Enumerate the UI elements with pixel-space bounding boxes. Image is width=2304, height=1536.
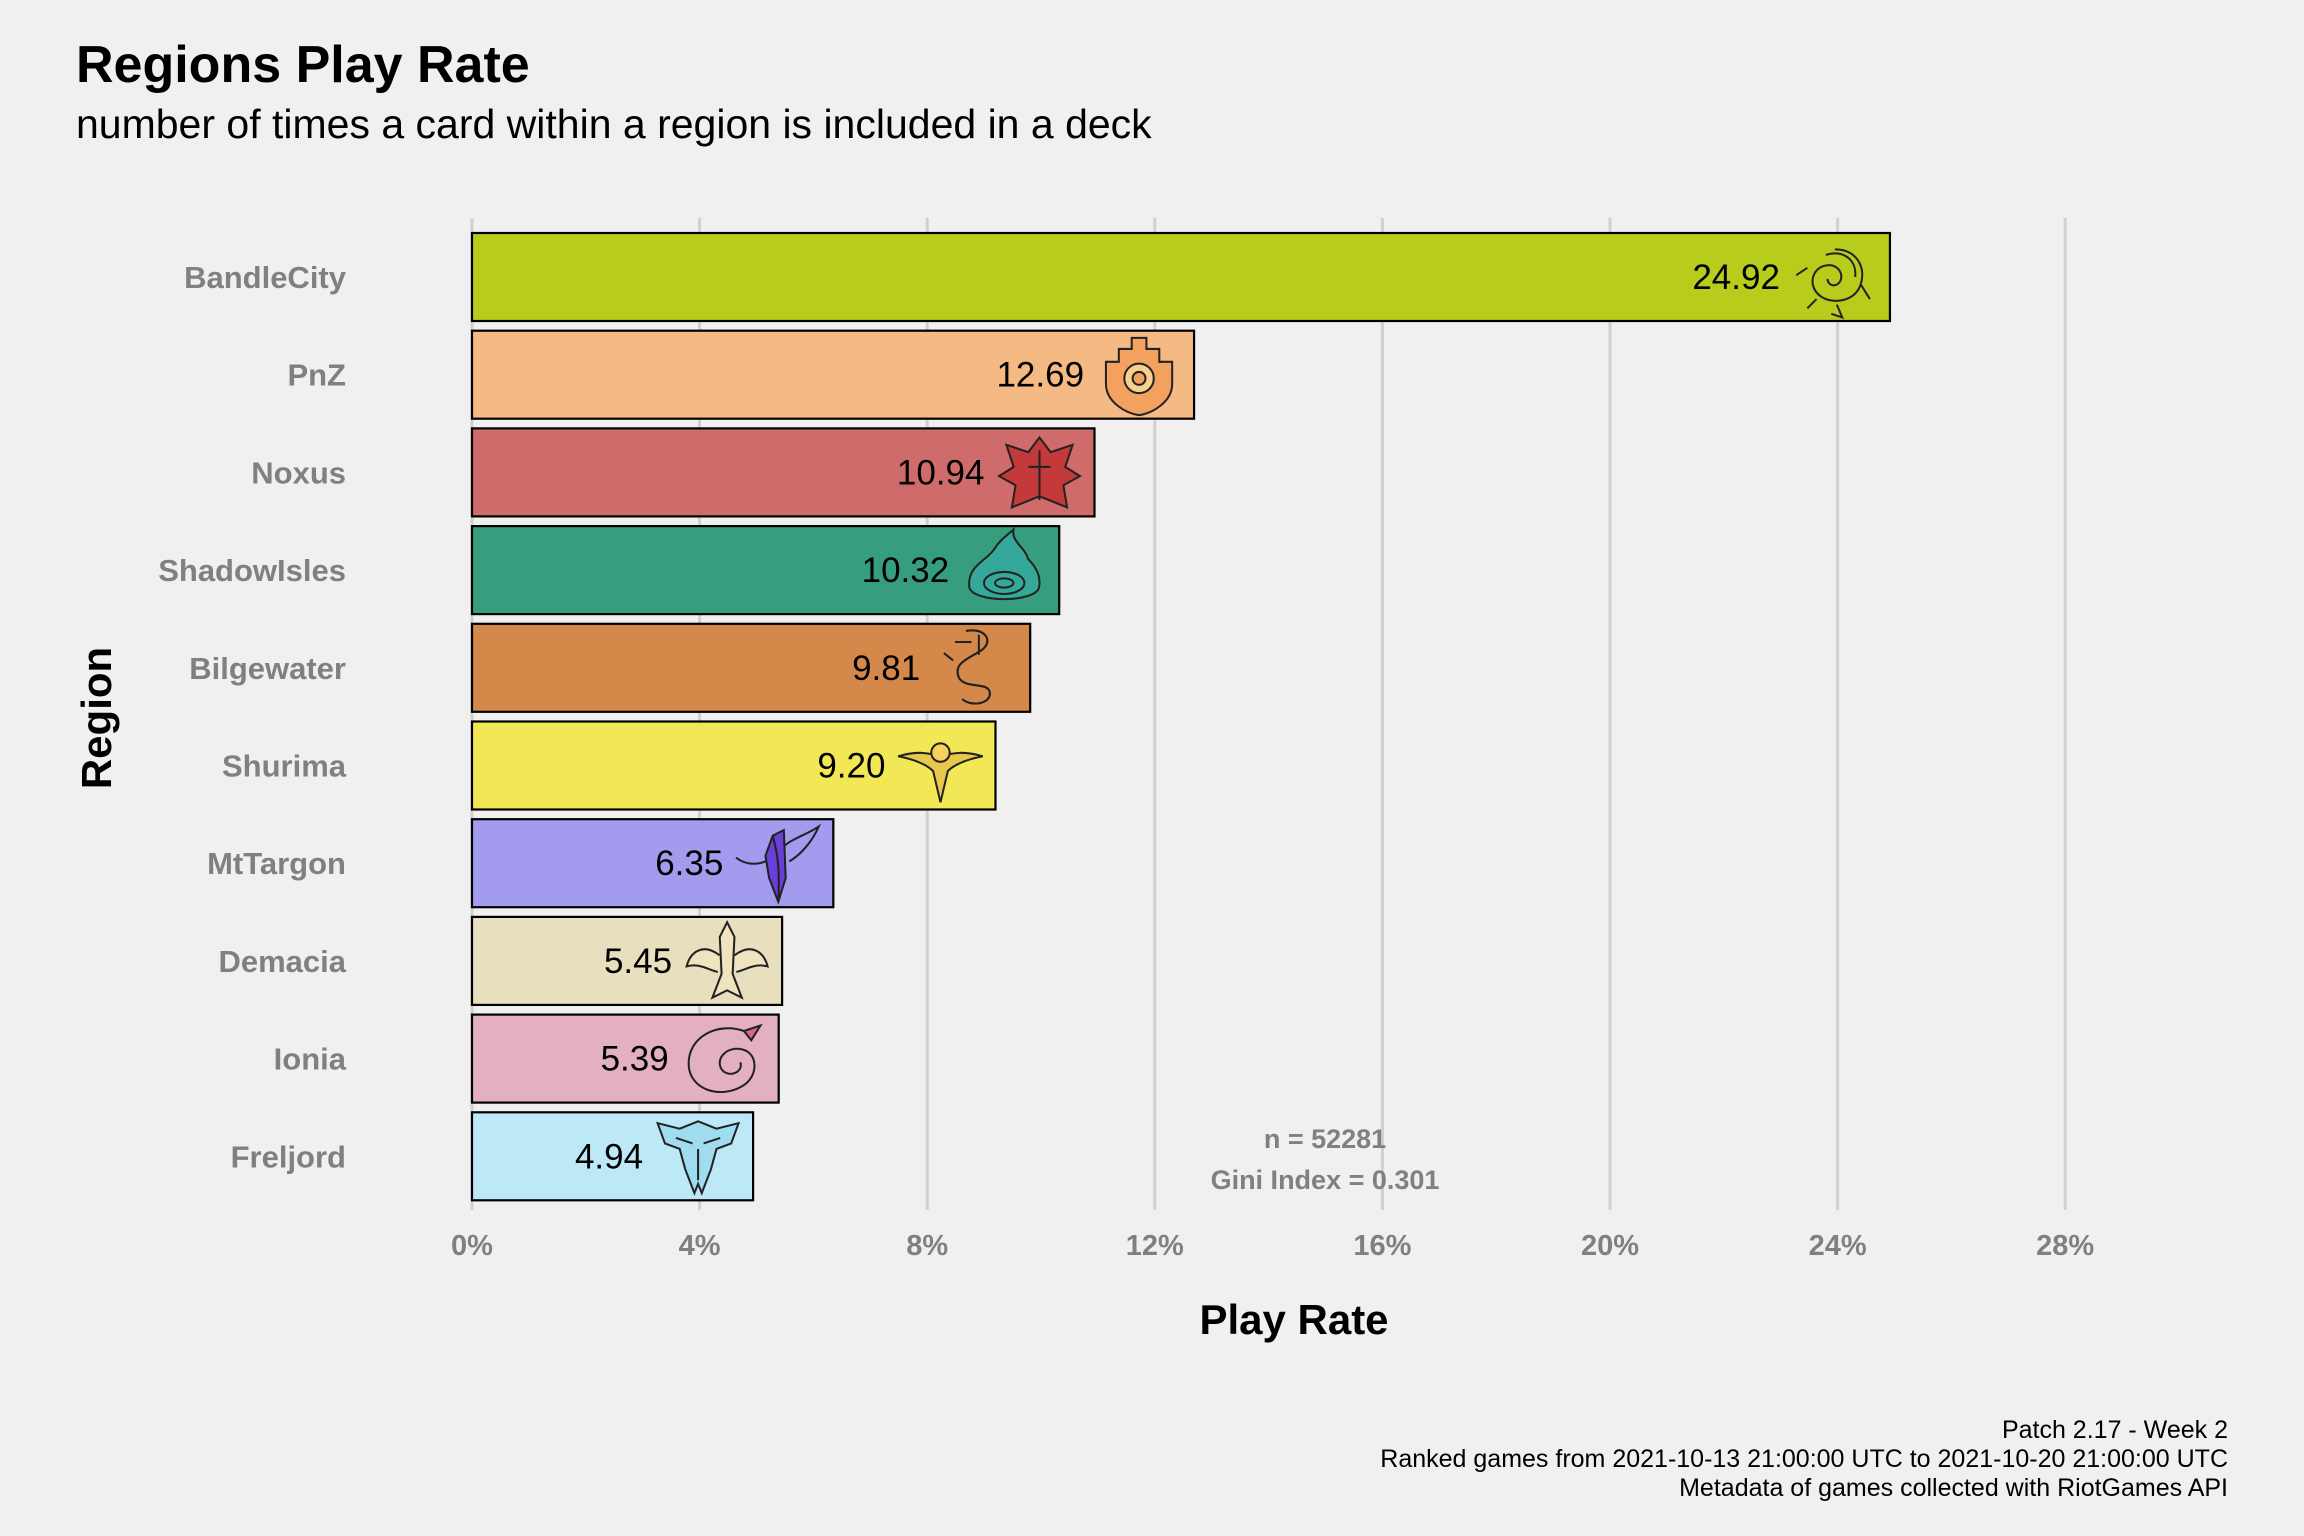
y-category-labels: BandleCity PnZ Noxus ShadowIsles Bilgewater S… [158, 260, 347, 1174]
x-tick-label: 16% [1353, 1230, 1411, 1262]
x-tick-label: 8% [906, 1230, 948, 1262]
category-label-pnz: PnZ [287, 358, 346, 393]
category-label-shurima: Shurima [222, 749, 347, 784]
category-label-shadowisles: ShadowIsles [158, 553, 346, 588]
bars: 24.92 12.69 10.94 10.32 9.81 9.20 6.35 5.45 5.39… [472, 233, 1890, 1200]
bar-shurima [472, 722, 995, 810]
category-label-bilgewater: Bilgewater [189, 651, 346, 686]
value-label-bandlecity: 24.92 [1692, 258, 1780, 297]
chart-subtitle: number of times a card within a region i… [76, 101, 1152, 147]
value-label-freljord: 4.94 [575, 1137, 643, 1176]
category-label-freljord: Freljord [231, 1139, 346, 1174]
bar-pnz [472, 331, 1194, 419]
category-label-bandlecity: BandleCity [184, 260, 347, 295]
value-label-noxus: 10.94 [897, 453, 985, 492]
value-label-demacia: 5.45 [604, 942, 672, 981]
category-label-ionia: Ionia [274, 1042, 347, 1077]
value-label-pnz: 12.69 [996, 356, 1084, 395]
value-label-shurima: 9.20 [817, 747, 885, 786]
bar-bilgewater [472, 624, 1030, 712]
caption-source: Metadata of games collected with RiotGam… [1679, 1474, 2228, 1502]
bar-shadowisles [472, 526, 1059, 614]
x-tick-label: 12% [1126, 1230, 1184, 1262]
annotation-gini: Gini Index = 0.301 [1211, 1165, 1440, 1195]
category-label-noxus: Noxus [251, 455, 346, 490]
chart: Regions Play Rate number of times a card… [0, 0, 2304, 1536]
x-tick-label: 0% [451, 1230, 493, 1262]
bar-noxus [472, 428, 1094, 516]
x-axis-title: Play Rate [1199, 1296, 1388, 1343]
x-tick-label: 20% [1581, 1230, 1639, 1262]
category-label-demacia: Demacia [218, 944, 346, 979]
caption-patch: Patch 2.17 - Week 2 [2002, 1416, 2228, 1444]
value-label-bilgewater: 9.81 [852, 649, 920, 688]
category-label-mttargon: MtTargon [207, 846, 346, 881]
value-label-shadowisles: 10.32 [862, 551, 950, 590]
value-label-ionia: 5.39 [601, 1040, 669, 1079]
x-tick-label: 4% [679, 1230, 721, 1262]
chart-title: Regions Play Rate [76, 36, 530, 94]
bar-bandlecity [472, 233, 1890, 321]
y-axis-title: Region [73, 647, 120, 789]
annotation-n: n = 52281 [1264, 1124, 1386, 1154]
x-tick-label: 24% [1809, 1230, 1867, 1262]
caption-date-range: Ranked games from 2021-10-13 21:00:00 UT… [1380, 1445, 2228, 1473]
x-tick-labels: 0% 4% 8% 12% 16% 20% 24% 28% [451, 1230, 2094, 1262]
x-tick-label: 28% [2036, 1230, 2094, 1262]
value-label-mttargon: 6.35 [655, 844, 723, 883]
